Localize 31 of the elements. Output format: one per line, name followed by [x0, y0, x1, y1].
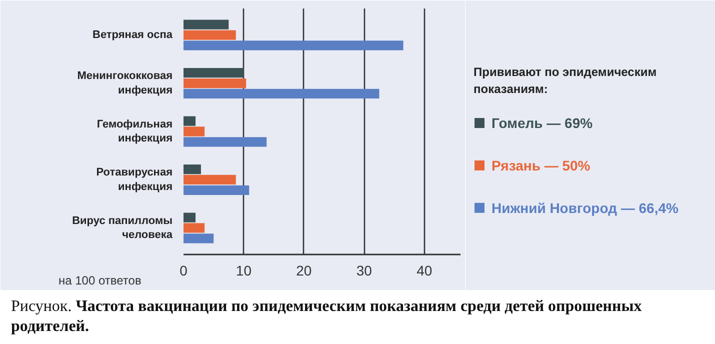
y-tick-label: Гемофильная инфекция	[96, 118, 173, 145]
legend-label: Нижний Новгород — 66,4%	[492, 200, 679, 216]
bar	[184, 20, 229, 30]
y-tick-label: Ветряная оспа	[92, 29, 174, 42]
y-tick-label: Менингококковая инфекция	[77, 70, 173, 96]
legend-label: Рязань — 50%	[492, 157, 591, 174]
bar	[184, 78, 246, 88]
bar	[184, 126, 205, 136]
text: Рисунок. Частота вакцинации по эпидемическим показаниям среди детей опрошенных родителей.	[11, 297, 643, 337]
bar	[184, 40, 404, 50]
bar	[184, 185, 250, 195]
x-tick-label: 0	[180, 262, 188, 278]
bar	[184, 174, 236, 185]
bar	[184, 164, 201, 174]
x-tick-label: 40	[416, 262, 432, 278]
bar	[184, 137, 267, 147]
bar	[184, 68, 244, 78]
bar	[184, 223, 205, 233]
bar	[184, 234, 214, 244]
x-tick-label: 20	[296, 262, 312, 278]
x-tick-label: 30	[356, 262, 372, 278]
x-tick-label: 10	[236, 262, 252, 278]
bar	[184, 88, 380, 99]
bar	[184, 116, 196, 126]
y-tick-label: Ротавирусная инфекция	[96, 166, 173, 193]
y-tick-label: Вирус папилломы человека	[72, 214, 174, 242]
bar	[184, 30, 236, 40]
legend-label: Гомель — 69%	[492, 115, 594, 132]
legend-title: Прививают по эпидемическим показаниям:	[474, 65, 657, 96]
x-axis-title: на 100 ответов	[58, 274, 142, 288]
bar	[184, 212, 196, 222]
